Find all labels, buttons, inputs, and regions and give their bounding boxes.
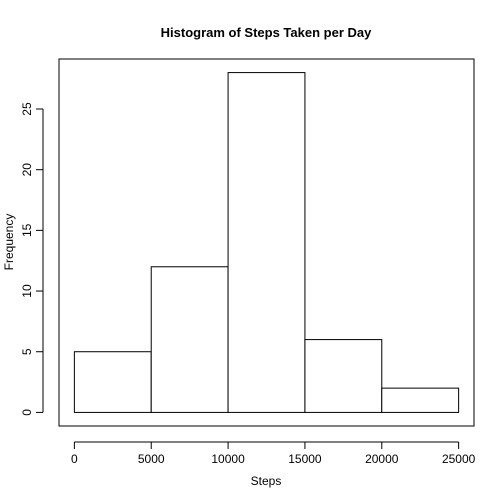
y-tick-label-4: 20 xyxy=(20,163,34,177)
x-axis-label: Steps xyxy=(251,474,282,488)
y-tick-label-5: 25 xyxy=(20,102,34,116)
y-axis-label: Frequency xyxy=(2,214,16,271)
chart-title: Histogram of Steps Taken per Day xyxy=(161,25,372,40)
x-tick-label-2: 10000 xyxy=(211,452,245,466)
y-tick-label-2: 10 xyxy=(20,284,34,298)
x-tick-label-3: 15000 xyxy=(288,452,322,466)
histogram-bar-3 xyxy=(304,339,383,413)
plot-frame xyxy=(58,58,475,427)
y-axis: 0 5 10 15 20 25 xyxy=(20,102,44,416)
bars-group xyxy=(73,72,460,413)
x-tick-label-5: 25000 xyxy=(442,452,476,466)
x-tick-label-1: 5000 xyxy=(138,452,165,466)
x-tick-label-0: 0 xyxy=(71,452,78,466)
histogram-bar-2 xyxy=(227,72,306,413)
histogram-bar-1 xyxy=(150,266,229,413)
histogram-bar-4 xyxy=(381,387,460,413)
y-tick-label-1: 5 xyxy=(20,348,34,355)
x-tick-label-4: 20000 xyxy=(365,452,399,466)
x-axis: 0 5000 10000 15000 20000 25000 xyxy=(71,441,476,466)
y-tick-label-3: 15 xyxy=(20,223,34,237)
histogram-bar-0 xyxy=(73,351,152,413)
y-tick-label-0: 0 xyxy=(20,409,34,416)
